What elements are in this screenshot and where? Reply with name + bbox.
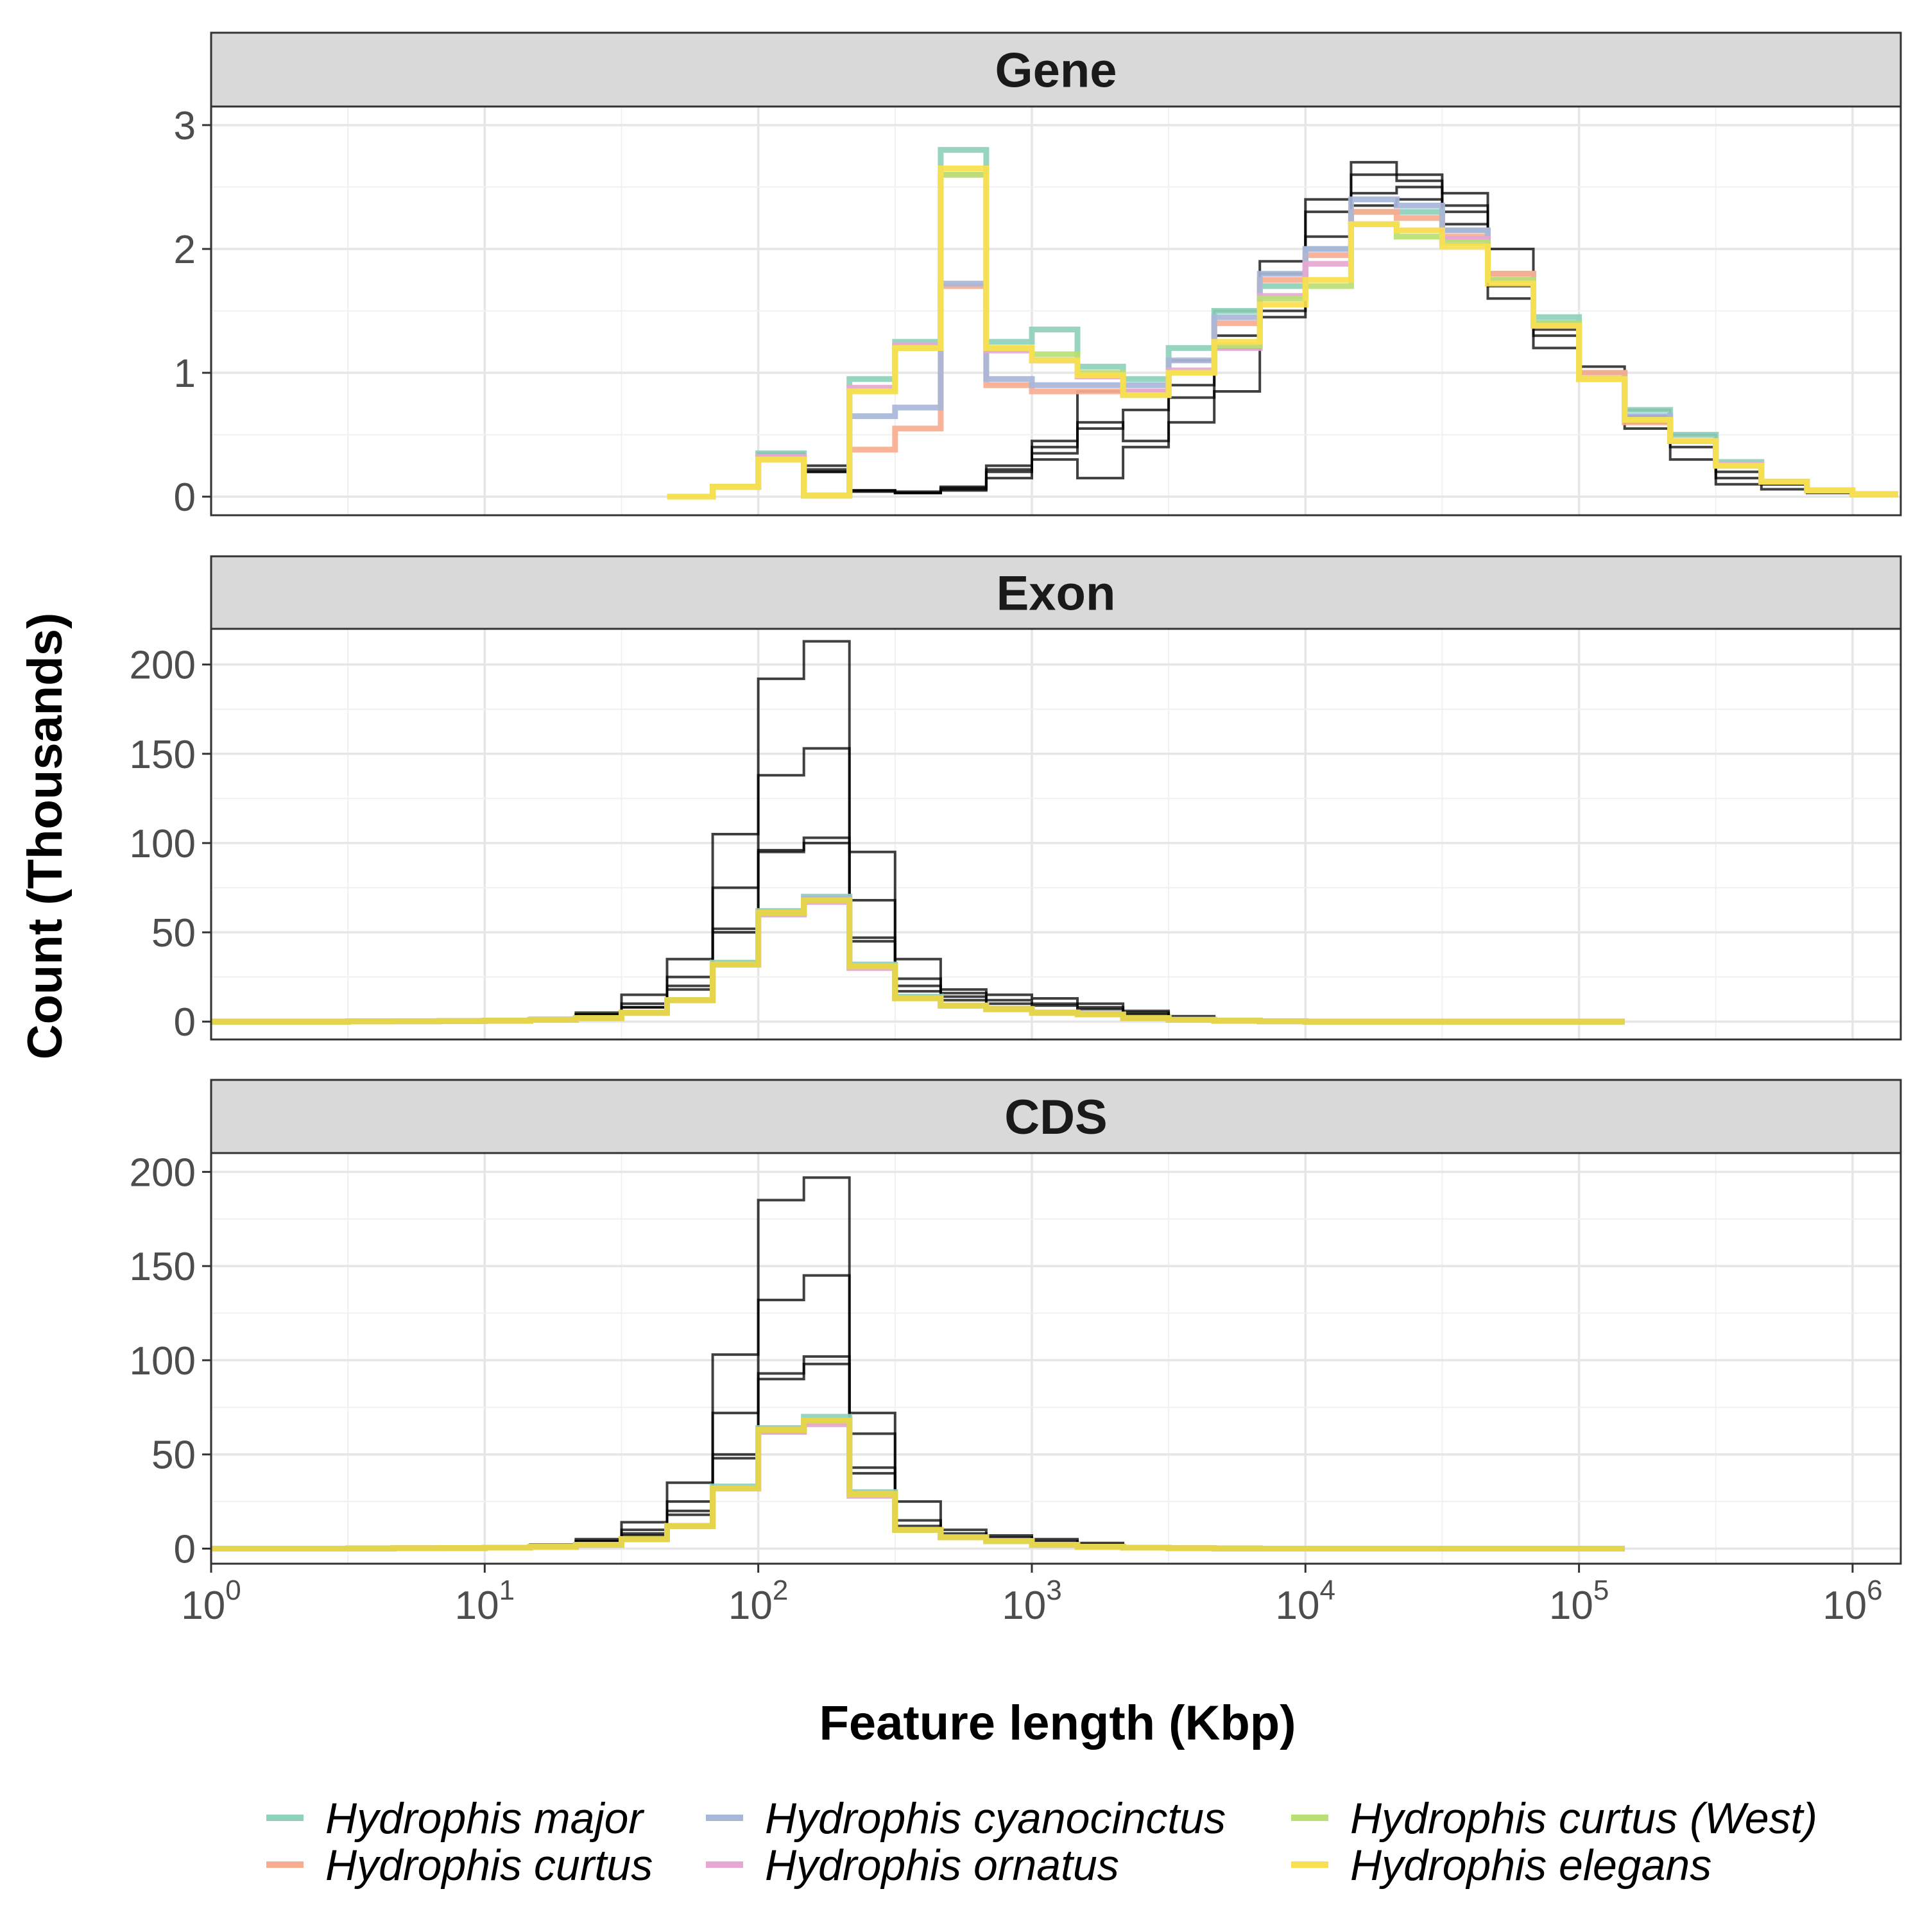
y-tick-label: 100 [130,1339,196,1383]
y-tick-label: 150 [130,733,196,777]
y-tick-label: 50 [151,1433,196,1478]
x-tick-exponent: 2 [773,1575,788,1606]
legend-item: Hydrophis curtus (West) [1291,1794,1817,1843]
x-tick-exponent: 0 [225,1575,241,1606]
facet-strip-label: Gene [995,44,1117,98]
histogram-step-line-species [667,166,1898,500]
facet-strip-label: Exon [997,567,1116,621]
panel-border [210,628,1902,1041]
legend-label: Hydrophis ornatus [765,1841,1119,1890]
panel-exon: Exon 0 50 100 150 200 [130,555,1902,1045]
y-tick-label: 100 [130,822,196,866]
x-tick-base: 10 [455,1584,499,1628]
panel-cds: CDS 0 50 100 150 200 [130,1079,1902,1572]
x-tick-exponent: 3 [1046,1575,1061,1606]
legend-label: Hydrophis major [325,1794,644,1843]
y-tick-label: 0 [174,1528,196,1572]
legend-label: Hydrophis curtus [325,1841,653,1890]
x-tick-label: 101 [455,1575,515,1628]
panel-background [211,1153,1901,1564]
legend-label: Hydrophis elegans [1350,1841,1711,1890]
legend-item: Hydrophis major [266,1794,644,1843]
facet-strip [210,1079,1902,1154]
panel-background [211,629,1901,1039]
x-tick-base: 10 [1549,1584,1593,1628]
legend-item: Hydrophis elegans [1291,1841,1711,1890]
x-tick-exponent: 1 [499,1575,515,1606]
x-axis-title: Feature length (Kbp) [819,1696,1296,1750]
x-tick-base: 10 [1002,1584,1046,1628]
x-tick-base: 10 [1822,1584,1867,1628]
legend-item: Hydrophis cyanocinctus [706,1794,1226,1843]
y-tick-label: 2 [174,228,196,272]
x-tick-label: 106 [1822,1575,1882,1628]
gridlines [210,1153,1901,1564]
legend-label: Hydrophis curtus (West) [1350,1794,1817,1843]
x-tick-label: 100 [181,1575,241,1628]
x-tick-exponent: 4 [1320,1575,1335,1606]
x-tick-label: 103 [1002,1575,1061,1628]
y-tick-label: 150 [130,1245,196,1289]
panel-border [210,105,1902,517]
y-tick-label: 0 [174,475,196,520]
x-tick-label: 104 [1276,1575,1335,1628]
y-tick-label: 200 [130,644,196,688]
legend-label: Hydrophis cyanocinctus [765,1794,1226,1843]
y-tick-label: 1 [174,352,196,396]
x-tick-exponent: 5 [1593,1575,1609,1606]
panel-gene: Gene 0 1 2 3 [174,31,1902,520]
facet-strip [210,31,1902,108]
x-tick-exponent: 6 [1867,1575,1882,1606]
y-axis-title: Count (Thousands) [18,613,73,1060]
histogram-step-line-species [211,1417,1625,1552]
histogram-step-line-species [211,897,1625,1025]
gridlines [210,107,1901,515]
x-tick-label: 105 [1549,1575,1609,1628]
x-tick-label: 102 [728,1575,788,1628]
x-tick-base: 10 [1276,1584,1320,1628]
y-tick-label: 3 [174,104,196,148]
legend-item: Hydrophis curtus [266,1841,653,1890]
panel-border [210,1152,1902,1565]
x-tick-base: 10 [728,1584,773,1628]
y-tick-label: 50 [151,911,196,955]
legend-item: Hydrophis ornatus [706,1841,1119,1890]
x-tick-base: 10 [181,1584,225,1628]
y-tick-label: 0 [174,1000,196,1045]
x-axis: 100 101 102 103 104 105 106 [181,1564,1883,1628]
panels-layer: Gene 0 1 2 3 Exon 0 50 100 150 200 CDS 0 50 100 150 200 [130,31,1902,1572]
facet-strip-label: CDS [1004,1090,1107,1145]
y-tick-label: 200 [130,1150,196,1195]
